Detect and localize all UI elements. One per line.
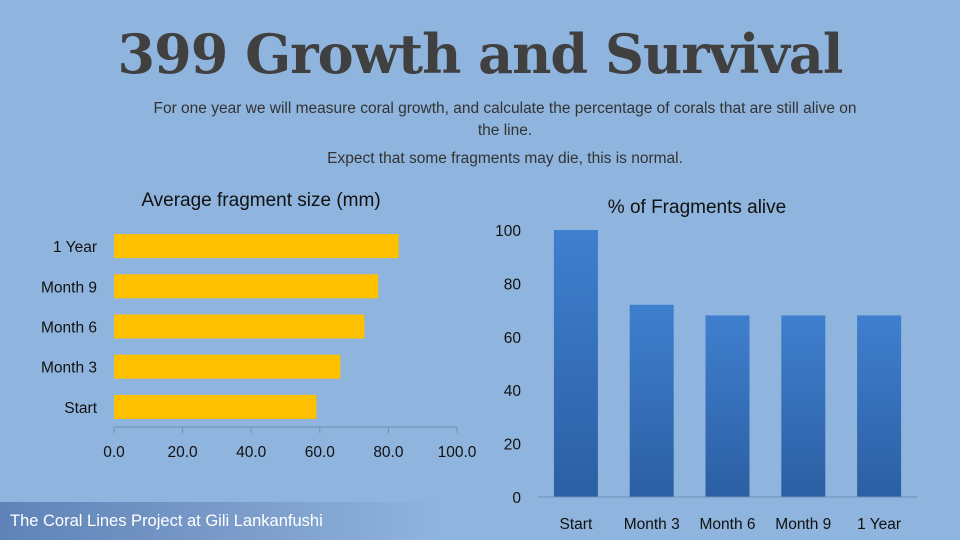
chart-title: % of Fragments alive — [608, 197, 786, 218]
chart-title: Average fragment size (mm) — [141, 190, 380, 211]
bar-month-9 — [114, 274, 379, 299]
bar-1-year — [857, 315, 902, 497]
fragment-size-chart: Average fragment size (mm) Start Month 3 Mo… — [41, 190, 477, 461]
category-label: 1 Year — [53, 239, 97, 256]
subtitle-line-2: Expect that some fragments may die, this… — [327, 150, 683, 167]
category-label: Month 9 — [41, 279, 97, 296]
bar-month-3 — [629, 304, 674, 497]
y-tick-label: 80 — [504, 276, 522, 293]
category-label: 1 Year — [857, 516, 901, 533]
y-tick-label: 40 — [504, 383, 522, 400]
fragments-alive-chart: % of Fragments alive 0 20 40 60 80 100 Start Mon… — [495, 197, 917, 533]
footer-banner: The Coral Lines Project at Gili Lankanfu… — [0, 502, 440, 540]
category-label: Month 3 — [41, 360, 97, 377]
category-label: Month 6 — [699, 516, 755, 533]
x-tick-label: 100.0 — [438, 444, 477, 461]
category-label: Month 6 — [41, 320, 97, 337]
bar-month-9 — [781, 315, 826, 497]
y-tick-label: 60 — [504, 330, 522, 347]
category-label: Month 9 — [775, 516, 831, 533]
x-tick-label: 80.0 — [373, 444, 404, 461]
subtitle-line-1: For one year we will measure coral growt… — [153, 100, 857, 139]
category-label: Start — [560, 516, 593, 533]
x-tick-label: 60.0 — [305, 444, 336, 461]
bar-month-6 — [114, 314, 365, 339]
slide-title: 399 Growth and Survival — [117, 22, 844, 86]
bar-1-year — [114, 234, 399, 259]
x-tick-label: 0.0 — [103, 444, 125, 461]
category-label: Start — [64, 400, 97, 417]
bar-month-3 — [114, 354, 341, 379]
category-label: Month 3 — [624, 516, 680, 533]
x-tick-label: 20.0 — [168, 444, 199, 461]
bar-start — [553, 230, 598, 497]
x-tick-label: 40.0 — [236, 444, 267, 461]
y-tick-label: 0 — [512, 490, 521, 507]
y-tick-label: 20 — [504, 437, 522, 454]
bar-start — [114, 394, 317, 419]
bar-month-6 — [705, 315, 750, 497]
y-tick-label: 100 — [495, 223, 521, 240]
